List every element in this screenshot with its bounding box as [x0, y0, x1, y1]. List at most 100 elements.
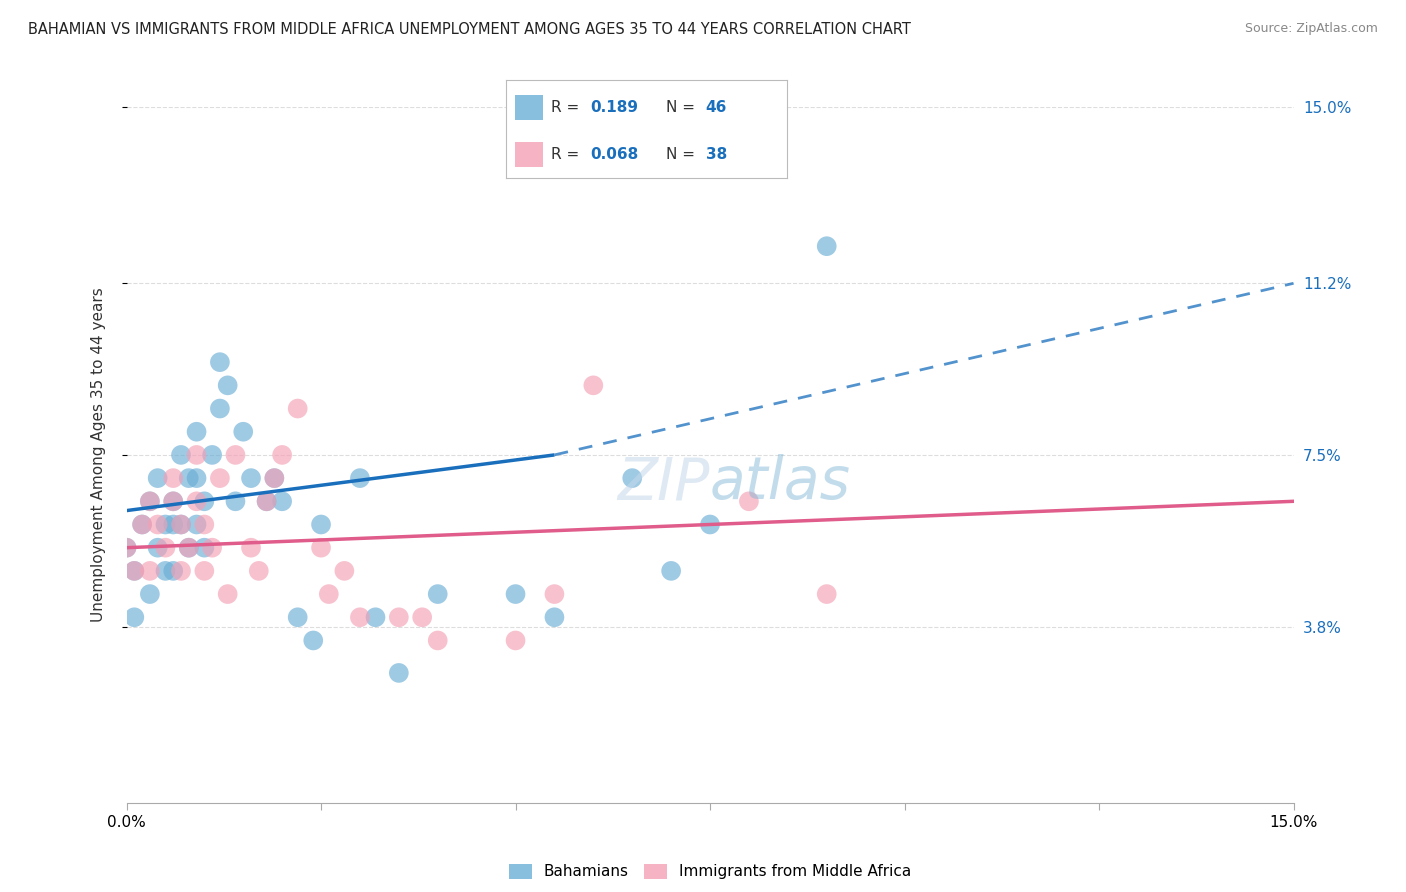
Point: [139, 494, 162, 508]
Point: [815, 587, 838, 601]
Point: [201, 448, 224, 462]
Text: R =: R =: [551, 147, 585, 161]
Point: [349, 471, 371, 485]
Text: 46: 46: [706, 100, 727, 115]
Text: N =: N =: [666, 100, 700, 115]
Point: [131, 517, 153, 532]
Point: [193, 517, 215, 532]
Point: [208, 401, 231, 416]
Point: [186, 517, 208, 532]
Bar: [515, 95, 543, 120]
Point: [146, 517, 169, 532]
Point: [287, 610, 309, 624]
Point: [543, 610, 565, 624]
Point: [256, 494, 278, 508]
Point: [162, 494, 184, 508]
Point: [411, 610, 433, 624]
Point: [302, 633, 325, 648]
Point: [738, 146, 761, 161]
Point: [256, 494, 278, 508]
Legend: Bahamians, Immigrants from Middle Africa: Bahamians, Immigrants from Middle Africa: [502, 857, 918, 886]
Point: [224, 448, 246, 462]
Point: [388, 665, 411, 680]
Point: [193, 494, 215, 508]
Text: BAHAMIAN VS IMMIGRANTS FROM MIDDLE AFRICA UNEMPLOYMENT AMONG AGES 35 TO 44 YEARS: BAHAMIAN VS IMMIGRANTS FROM MIDDLE AFRIC…: [28, 22, 911, 37]
Point: [139, 564, 162, 578]
Point: [124, 564, 146, 578]
Text: Source: ZipAtlas.com: Source: ZipAtlas.com: [1244, 22, 1378, 36]
Point: [115, 541, 138, 555]
Point: [738, 494, 761, 508]
Point: [505, 633, 527, 648]
Point: [224, 494, 246, 508]
Text: 0.068: 0.068: [591, 147, 638, 161]
Point: [177, 541, 200, 555]
Text: N =: N =: [666, 147, 700, 161]
Text: atlas: atlas: [710, 454, 851, 511]
Point: [162, 564, 184, 578]
Point: [162, 471, 184, 485]
Point: [162, 494, 184, 508]
Point: [146, 541, 169, 555]
Point: [271, 494, 294, 508]
Point: [247, 564, 270, 578]
Point: [426, 587, 449, 601]
Point: [208, 355, 231, 369]
Point: [170, 517, 193, 532]
Point: [124, 564, 146, 578]
Y-axis label: Unemployment Among Ages 35 to 44 years: Unemployment Among Ages 35 to 44 years: [91, 287, 105, 623]
Point: [124, 610, 146, 624]
Point: [349, 610, 371, 624]
Point: [186, 425, 208, 439]
Bar: [515, 142, 543, 167]
Point: [155, 564, 177, 578]
Point: [426, 633, 449, 648]
Point: [193, 564, 215, 578]
Point: [193, 541, 215, 555]
Text: R =: R =: [551, 100, 585, 115]
Point: [659, 564, 682, 578]
Point: [170, 564, 193, 578]
Point: [333, 564, 356, 578]
Point: [364, 610, 387, 624]
Point: [505, 587, 527, 601]
Point: [309, 517, 332, 532]
Point: [217, 587, 239, 601]
Point: [139, 587, 162, 601]
Point: [232, 425, 254, 439]
Point: [271, 448, 294, 462]
Point: [240, 471, 263, 485]
Text: ZIP: ZIP: [617, 454, 710, 511]
Point: [155, 517, 177, 532]
Point: [621, 471, 644, 485]
Point: [240, 541, 263, 555]
Point: [170, 517, 193, 532]
Text: 0.189: 0.189: [591, 100, 638, 115]
Point: [263, 471, 285, 485]
Point: [815, 239, 838, 253]
Point: [263, 471, 285, 485]
Point: [115, 541, 138, 555]
Point: [699, 517, 721, 532]
Point: [139, 494, 162, 508]
Point: [170, 448, 193, 462]
Point: [582, 378, 605, 392]
Point: [318, 587, 340, 601]
Point: [186, 494, 208, 508]
Text: 38: 38: [706, 147, 727, 161]
Point: [186, 471, 208, 485]
Point: [543, 587, 565, 601]
Point: [146, 471, 169, 485]
Point: [201, 541, 224, 555]
Point: [186, 448, 208, 462]
Point: [217, 378, 239, 392]
Point: [388, 610, 411, 624]
Point: [287, 401, 309, 416]
Point: [177, 471, 200, 485]
Point: [208, 471, 231, 485]
Point: [162, 517, 184, 532]
Point: [309, 541, 332, 555]
Point: [177, 541, 200, 555]
Point: [131, 517, 153, 532]
Point: [155, 541, 177, 555]
